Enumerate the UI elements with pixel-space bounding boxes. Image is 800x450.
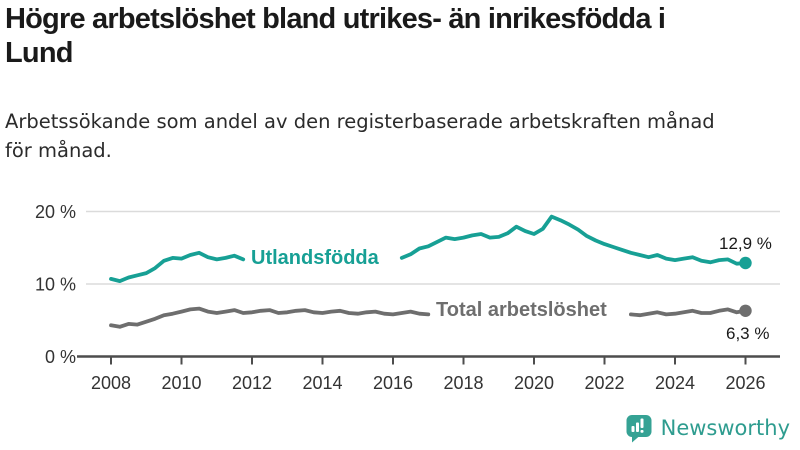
line-total-arbetsloshet xyxy=(109,306,431,329)
end-dot-total-arbetsloshet xyxy=(739,304,752,317)
x-tick-label: 2020 xyxy=(514,373,554,393)
axis-layer: 20 % 10 % 0 % 2008 2010 2012 2014 2016 2018 2020 2… xyxy=(35,202,780,393)
chart-subtitle: Arbetssökande som andel av den registerb… xyxy=(5,110,715,162)
x-tick-label: 2014 xyxy=(302,373,342,393)
series-layer xyxy=(109,214,752,329)
x-tick-label: 2018 xyxy=(443,373,483,393)
line-total-arbetsloshet xyxy=(629,307,748,318)
series-label-total-arbetsloshet: Total arbetslöshet xyxy=(436,299,607,321)
line-utlandsfodda xyxy=(399,214,748,266)
value-label-total-arbetsloshet: 6,3 % xyxy=(726,324,769,343)
newsworthy-wordmark: Newsworthy xyxy=(660,415,790,440)
x-tick-label: 2016 xyxy=(373,373,413,393)
y-tick-label: 10 % xyxy=(35,275,76,295)
newsworthy-bubble-chart-icon xyxy=(626,415,652,443)
y-tick-label: 20 % xyxy=(35,202,76,222)
x-tick-label: 2024 xyxy=(655,373,695,393)
chart-title: Högre arbetslöshet bland utrikes- än inr… xyxy=(5,3,666,69)
newsworthy-logo[interactable]: Newsworthy xyxy=(624,412,790,443)
y-tick-label: 0 % xyxy=(45,347,76,367)
series-label-utlandsfodda: Utlandsfödda xyxy=(251,247,380,269)
value-label-utlandsfodda: 12,9 % xyxy=(719,234,772,253)
line-utlandsfodda xyxy=(109,250,246,284)
end-dot-utlandsfodda xyxy=(739,256,752,270)
x-tick-label: 2008 xyxy=(91,373,131,393)
x-tick-label: 2026 xyxy=(725,373,765,393)
x-tick-label: 2010 xyxy=(161,373,201,393)
x-tick-label: 2022 xyxy=(584,373,624,393)
x-tick-label: 2012 xyxy=(232,373,272,393)
